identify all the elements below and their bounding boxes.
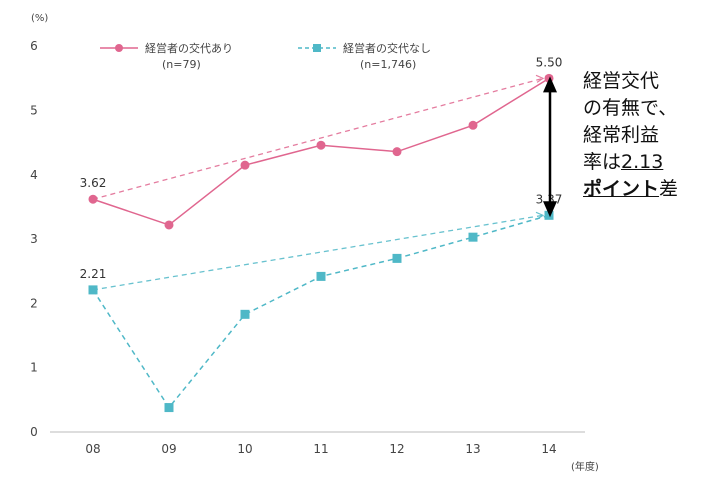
series-lines [88,73,554,413]
y-tick-label: 3 [30,232,38,246]
trend-line-1 [92,214,544,291]
data-point [316,140,326,150]
x-axis-unit: (年度) [571,460,599,473]
legend: 経営者の交代あり (n=79) 経営者の交代なし (n=1,746) [100,41,431,71]
annotation-suffix: 差 [659,178,679,200]
annotation-text: 経営交代 の有無で、 経常利益 率は2.13 ポイント差 [583,68,713,203]
data-point [88,285,98,295]
data-labels: 3.625.502.213.37 [80,55,563,281]
annotation-difference-value: 2.13 [621,151,664,173]
y-tick-label: 1 [30,361,38,375]
difference-arrow-head-top [543,76,557,93]
difference-arrow [543,76,557,218]
legend-marker [313,44,321,52]
trend-line-0 [92,77,544,200]
annotation-line-2: の有無で、 [583,97,678,119]
x-tick-label: 14 [541,442,556,456]
annotation-prefix: 率は [583,151,622,173]
data-point [240,309,250,319]
y-tick-label: 6 [30,39,38,53]
legend-sample-size: (n=79) [162,58,201,71]
annotation-line-4: 率は2.13 [583,149,713,176]
annotation-line-5: ポイント差 [583,176,713,203]
x-tick-label: 12 [389,442,404,456]
series-line-0 [92,77,550,226]
legend-label: 経営者の交代あり [145,41,233,55]
data-point [468,120,478,130]
data-point [88,194,98,204]
data-label: 3.62 [80,176,107,190]
x-tick-labels: 08 09 10 11 12 13 14 [85,442,556,456]
data-point [468,232,478,242]
x-tick-label: 11 [313,442,328,456]
data-label: 2.21 [80,267,107,281]
x-tick-label: 08 [85,442,100,456]
y-tick-label: 0 [30,425,38,439]
data-point [392,253,402,263]
legend-sample-size: (n=1,746) [360,58,416,71]
data-point [240,160,250,170]
y-tick-label: 4 [30,168,38,182]
data-point [164,403,174,413]
legend-label: 経営者の交代なし [343,41,431,55]
y-tick-label: 5 [30,104,38,118]
data-label: 5.50 [536,55,563,69]
legend-marker [115,44,123,52]
annotation-line-3: 経常利益 [583,124,660,146]
y-tick-labels: 0 1 2 3 4 5 6 [30,39,38,439]
x-tick-label: 10 [237,442,252,456]
annotation-emphasis: ポイント [583,178,660,200]
annotation-line-1: 経営交代 [583,70,660,92]
y-axis-unit: (%) [31,13,48,24]
trend-arrowhead-0 [535,74,545,83]
trend-lines [92,74,545,291]
data-point [164,220,174,230]
data-point [316,271,326,281]
data-point [544,210,554,220]
data-point [392,147,402,157]
difference-arrow-head-bottom [543,201,557,218]
series-line-1 [92,214,550,409]
y-tick-label: 2 [30,296,38,310]
x-tick-label: 09 [161,442,176,456]
x-tick-label: 13 [465,442,480,456]
